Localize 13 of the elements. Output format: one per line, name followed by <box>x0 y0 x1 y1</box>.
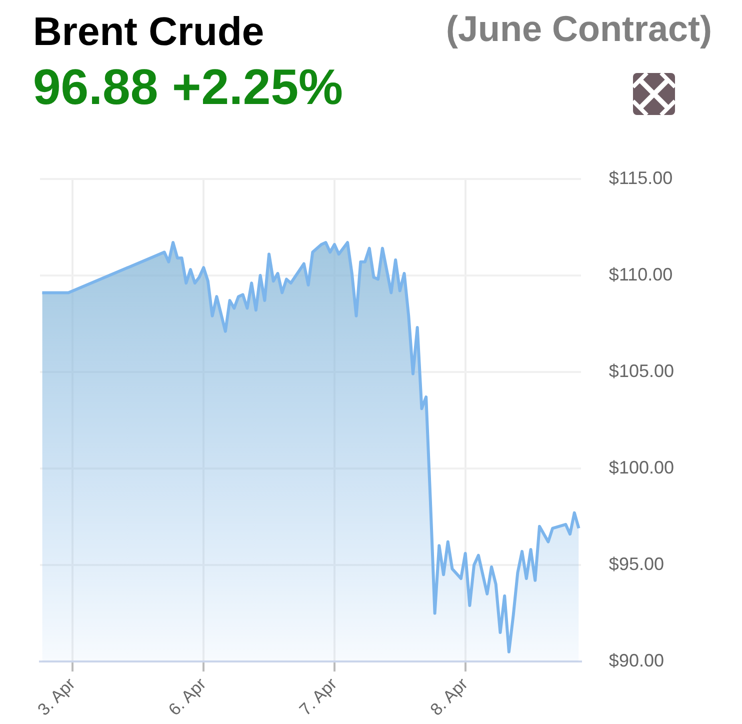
x-tick-label: 8. Apr <box>426 674 472 720</box>
chart-subtitle: (June Contract) <box>446 8 712 50</box>
y-tick-label: $90.00 <box>608 650 664 670</box>
text: 96.88 +2.25% <box>33 58 343 116</box>
chart-title: Brent Crude <box>33 10 264 55</box>
y-tick-label: $100.00 <box>608 457 674 478</box>
x-tick-label: 6. Apr <box>164 674 210 720</box>
y-tick-label: $115.00 <box>608 168 673 188</box>
y-tick-label: $95.00 <box>608 554 664 574</box>
y-tick-label: $110.00 <box>608 264 673 284</box>
x-tick-label: 7. Apr <box>296 674 341 720</box>
x-tick-label: 3. Apr <box>34 674 80 720</box>
y-tick-label: $105.00 <box>608 360 674 381</box>
